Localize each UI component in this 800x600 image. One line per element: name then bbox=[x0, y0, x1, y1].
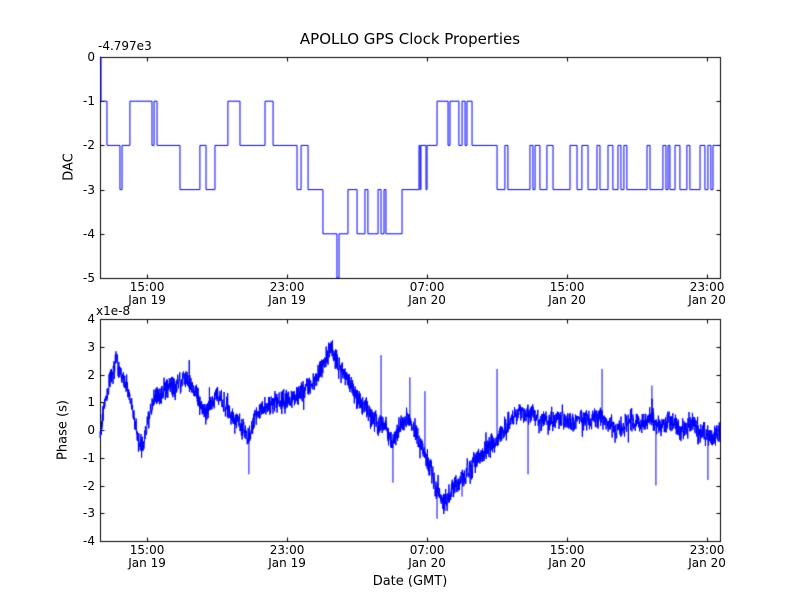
phase-axis-multiplier-label: x1e-8 bbox=[96, 304, 131, 318]
x-tick-label: 23:00 Jan 20 bbox=[667, 544, 747, 570]
x-axis-label: Date (GMT) bbox=[372, 574, 448, 589]
y-tick-label: -1 bbox=[83, 450, 95, 465]
y-tick-label: 0 bbox=[87, 50, 95, 64]
y-tick-label: -5 bbox=[83, 271, 95, 285]
y-tick-label: -3 bbox=[83, 182, 95, 197]
x-tick-time: 23:00 bbox=[689, 543, 725, 557]
y-tick-label: -3 bbox=[83, 506, 95, 521]
x-tick-date: Jan 20 bbox=[408, 556, 446, 570]
x-tick-date: Jan 19 bbox=[128, 556, 166, 570]
y-tick-label: -4 bbox=[83, 534, 95, 548]
x-tick-label: 15:00 Jan 19 bbox=[107, 281, 187, 307]
x-tick-date: Jan 20 bbox=[688, 293, 726, 307]
y-tick-label: -2 bbox=[83, 138, 95, 153]
x-tick-time: 15:00 bbox=[129, 280, 165, 294]
dac-axis-label: DAC bbox=[61, 153, 77, 181]
y-tick-label: 1 bbox=[87, 395, 95, 410]
x-tick-time: 23:00 bbox=[269, 280, 305, 294]
dac-axis-offset-label: -4.797e3 bbox=[98, 39, 152, 53]
x-tick-time: 07:00 bbox=[409, 543, 445, 557]
x-tick-label: 23:00 Jan 19 bbox=[247, 544, 327, 570]
chart-title: APOLLO GPS Clock Properties bbox=[299, 30, 521, 48]
x-tick-label: 07:00 Jan 20 bbox=[387, 281, 467, 307]
x-tick-date: Jan 20 bbox=[548, 293, 586, 307]
x-tick-time: 23:00 bbox=[689, 280, 725, 294]
x-tick-time: 15:00 bbox=[549, 543, 585, 557]
x-tick-label: 15:00 Jan 20 bbox=[527, 281, 607, 307]
y-tick-label: 0 bbox=[87, 423, 95, 437]
x-tick-label: 07:00 Jan 20 bbox=[387, 544, 467, 570]
y-tick-label: 4 bbox=[87, 312, 95, 326]
x-tick-time: 07:00 bbox=[409, 280, 445, 294]
x-tick-date: Jan 20 bbox=[408, 293, 446, 307]
x-tick-label: 15:00 Jan 19 bbox=[107, 544, 187, 570]
x-tick-date: Jan 19 bbox=[268, 556, 306, 570]
x-tick-date: Jan 20 bbox=[688, 556, 726, 570]
x-tick-label: 15:00 Jan 20 bbox=[527, 544, 607, 570]
x-tick-time: 15:00 bbox=[549, 280, 585, 294]
x-tick-date: Jan 19 bbox=[268, 293, 306, 307]
x-tick-label: 23:00 Jan 20 bbox=[667, 281, 747, 307]
x-tick-time: 15:00 bbox=[129, 543, 165, 557]
y-tick-label: -1 bbox=[83, 94, 95, 109]
x-tick-date: Jan 20 bbox=[548, 556, 586, 570]
y-tick-label: 2 bbox=[87, 367, 95, 382]
x-tick-time: 23:00 bbox=[269, 543, 305, 557]
x-tick-date: Jan 19 bbox=[128, 293, 166, 307]
y-tick-label: -2 bbox=[83, 478, 95, 493]
x-tick-label: 23:00 Jan 19 bbox=[247, 281, 327, 307]
y-tick-label: 3 bbox=[87, 339, 95, 354]
y-tick-label: -4 bbox=[83, 226, 95, 241]
